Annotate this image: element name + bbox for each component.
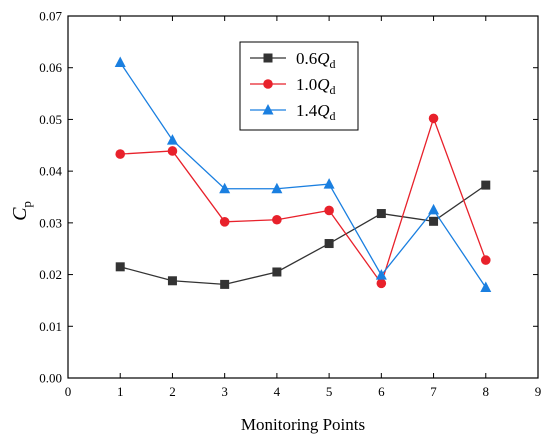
y-tick-label: 0.00 <box>39 371 62 386</box>
legend-label-2: 1.0Qd <box>296 75 336 97</box>
y-axis-label: Cp <box>9 201 34 221</box>
series-line-3 <box>119 62 487 288</box>
data-point-s1-1 <box>115 262 125 272</box>
x-tick-label: 7 <box>430 384 437 399</box>
y-tick-label: 0.03 <box>39 215 62 230</box>
data-point-s3-7 <box>428 203 440 215</box>
data-point-s1-5 <box>324 239 334 249</box>
x-tick-label: 3 <box>221 384 228 399</box>
data-point-s1-2 <box>167 276 177 286</box>
data-point-s2-2 <box>167 146 178 156</box>
data-point-s3-5 <box>323 178 335 189</box>
legend: 0.6Qd 1.0Qd 1.4Qd <box>239 41 359 131</box>
x-tick-label: 6 <box>378 384 385 399</box>
series-line-1 <box>120 184 487 286</box>
data-point-s1-7 <box>429 216 439 226</box>
x-tick-label: 9 <box>535 384 542 399</box>
data-point-s2-1 <box>115 149 126 159</box>
y-tick-label: 0.06 <box>39 60 62 75</box>
data-point-s3-1 <box>114 56 126 68</box>
series-line-2 <box>120 116 487 285</box>
x-axis-label: Monitoring Points <box>241 415 365 434</box>
data-point-s2-6 <box>376 278 387 289</box>
data-point-s2-5 <box>324 205 334 216</box>
data-point-s2-7 <box>428 113 439 124</box>
legend-marker-2 <box>263 79 273 89</box>
y-tick-label: 0.02 <box>39 267 62 282</box>
x-tick-label: 4 <box>274 384 281 399</box>
data-point-s3-2 <box>166 134 178 145</box>
data-point-s1-6 <box>376 209 386 219</box>
y-tick-label: 0.04 <box>39 164 62 179</box>
data-point-s3-8 <box>480 281 492 292</box>
legend-box <box>239 41 359 131</box>
axes: 0 1 2 3 4 5 6 7 8 9 0.00 0.01 0.02 0.03 0.04 0.05 0.06 0.… <box>39 9 541 400</box>
legend-label-1: 0.6Qd <box>296 49 336 71</box>
x-tick-label: 8 <box>483 384 490 399</box>
data-point-s2-8 <box>480 255 491 265</box>
plot-frame <box>67 15 539 379</box>
data-point-s2-4 <box>272 214 282 225</box>
data-point-s1-3 <box>220 279 230 289</box>
data-point-s3-6 <box>375 269 387 280</box>
data-point-s1-4 <box>272 267 282 277</box>
y-tick-label: 0.07 <box>39 9 62 24</box>
legend-marker-1 <box>263 53 273 63</box>
legend-label-3: 1.4Qd <box>296 101 336 123</box>
y-tick-label: 0.01 <box>39 319 62 334</box>
x-tick-label: 1 <box>117 384 124 399</box>
plot-area <box>114 56 492 292</box>
data-point-s2-3 <box>219 217 230 227</box>
data-point-s1-8 <box>481 180 491 190</box>
data-point-s3-4 <box>271 182 283 194</box>
legend-marker-3 <box>262 104 274 115</box>
x-tick-label: 2 <box>169 384 176 399</box>
data-point-s3-3 <box>219 182 231 194</box>
y-tick-label: 0.05 <box>39 112 62 127</box>
x-tick-label: 0 <box>65 384 72 399</box>
x-tick-label: 5 <box>326 384 333 399</box>
